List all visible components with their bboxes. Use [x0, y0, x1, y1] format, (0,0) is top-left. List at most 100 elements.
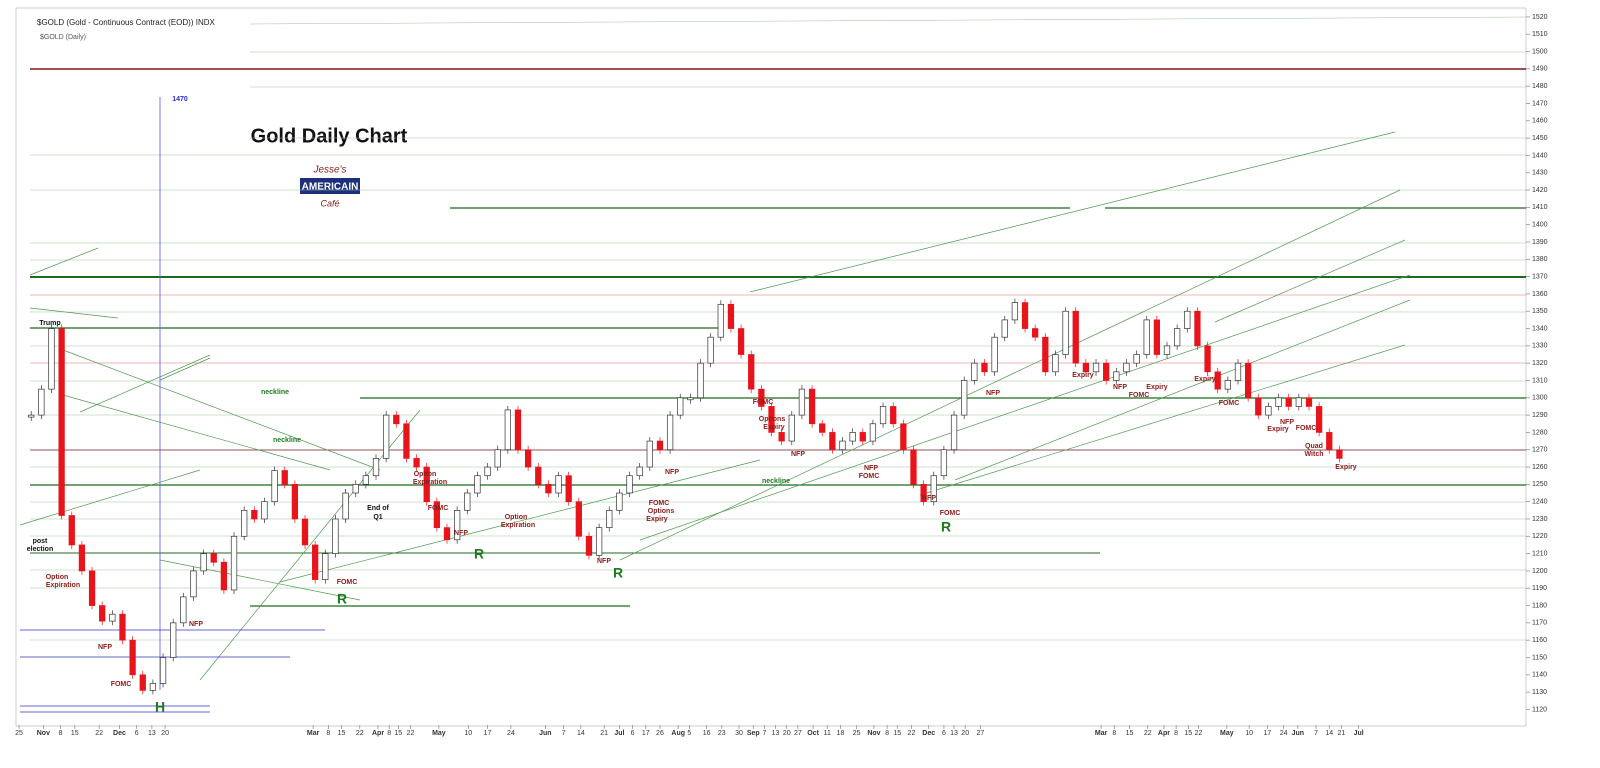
- annotation: R: [474, 546, 484, 562]
- candle: [869, 423, 877, 442]
- x-tick-label: Nov: [37, 730, 50, 737]
- candle: [251, 509, 258, 520]
- y-tick-label: 1370: [1532, 273, 1548, 280]
- candle: [748, 354, 755, 390]
- candle: [159, 657, 167, 684]
- x-tick-label: 14: [577, 730, 585, 737]
- candle: [484, 466, 491, 477]
- candle: [301, 518, 309, 546]
- x-tick-label: May: [432, 730, 446, 737]
- annotation: NFP: [922, 495, 936, 502]
- y-tick-label: 1450: [1532, 135, 1548, 142]
- annotation: Expiry: [1072, 372, 1094, 379]
- annotation: Witch: [1305, 451, 1324, 458]
- x-tick-label: 24: [507, 730, 515, 737]
- y-tick-label: 1410: [1532, 204, 1548, 211]
- candle: [1082, 362, 1090, 373]
- annotation: FOMC: [859, 473, 880, 480]
- channel-line: [954, 299, 1411, 481]
- candle: [798, 388, 806, 416]
- annotation: Expiry: [1194, 376, 1216, 383]
- candle: [433, 501, 440, 528]
- candle: [971, 362, 978, 381]
- candle: [241, 509, 248, 537]
- candle: [180, 596, 187, 624]
- candle: [616, 492, 623, 511]
- candle: [210, 553, 217, 563]
- annotation: NFP: [98, 644, 112, 651]
- y-tick-label: 1270: [1532, 447, 1548, 454]
- candle: [808, 388, 816, 425]
- candle: [413, 458, 420, 468]
- annotation: FOMC: [111, 681, 132, 688]
- x-tick-label: 23: [718, 730, 726, 737]
- candle: [393, 414, 400, 425]
- channel-line: [619, 189, 1401, 561]
- x-tick-label: 15: [1126, 730, 1134, 737]
- x-tick-label: 18: [837, 730, 845, 737]
- candle: [443, 527, 451, 541]
- candle: [271, 470, 278, 503]
- x-tick-label: 15: [338, 730, 346, 737]
- x-tick-label: 14: [1325, 730, 1333, 737]
- candle: [910, 449, 917, 485]
- channel-line: [159, 559, 361, 601]
- y-tick-label: 1320: [1532, 360, 1548, 367]
- y-tick-label: 1240: [1532, 499, 1548, 506]
- candle: [48, 328, 55, 390]
- x-tick-label: 8: [59, 730, 63, 737]
- y-tick-label: 1400: [1532, 222, 1548, 229]
- x-tick-label: 15: [1184, 730, 1192, 737]
- candle: [1194, 310, 1201, 347]
- candle: [200, 553, 207, 572]
- channel-line: [159, 357, 211, 381]
- candle: [1042, 336, 1049, 373]
- candle: [555, 475, 562, 494]
- y-tick-label: 1440: [1532, 152, 1548, 159]
- candle: [707, 336, 714, 364]
- y-tick-label: 1250: [1532, 481, 1548, 488]
- y-tick-label: 1510: [1532, 31, 1548, 38]
- x-tick-label: 26: [656, 730, 664, 737]
- x-tick-label: 22: [908, 730, 916, 737]
- candle: [636, 466, 643, 477]
- annotation: Q1: [373, 514, 382, 521]
- candle: [1265, 406, 1272, 416]
- annotation: Expiry: [1146, 384, 1168, 391]
- annotation: NFP: [1113, 384, 1127, 391]
- candle: [1021, 302, 1029, 329]
- candle: [129, 639, 136, 676]
- candle: [788, 414, 795, 442]
- candle: [535, 466, 542, 485]
- annotation: FOMC: [1296, 425, 1317, 432]
- annotation: Options: [759, 416, 786, 423]
- candle: [170, 622, 177, 658]
- x-tick-label: 10: [1245, 730, 1253, 737]
- candle: [190, 570, 197, 598]
- candle: [930, 475, 937, 503]
- channel-line: [29, 247, 99, 276]
- y-tick-label: 1120: [1532, 706, 1547, 713]
- annotation: FOMC: [428, 505, 449, 512]
- x-tick-label: Jun: [1292, 730, 1304, 737]
- y-tick-label: 1500: [1532, 48, 1548, 55]
- candle: [1103, 362, 1110, 381]
- x-tick-label: Jul: [1354, 730, 1364, 737]
- x-tick-label: 7: [562, 730, 566, 737]
- x-tick-label: 13: [772, 730, 780, 737]
- candle: [920, 484, 927, 503]
- candle: [1153, 319, 1161, 355]
- candle: [1184, 310, 1191, 329]
- candle: [1123, 362, 1130, 373]
- candle: [1336, 449, 1343, 459]
- candle: [1315, 406, 1323, 433]
- channel-line: [19, 469, 201, 526]
- plot-frame: [15, 7, 1527, 727]
- annotation: Quad: [1305, 443, 1323, 450]
- candle: [656, 440, 664, 451]
- x-tick-label: 10: [464, 730, 472, 737]
- annotation: NFP: [986, 390, 1000, 397]
- annotation: neckline: [261, 389, 289, 396]
